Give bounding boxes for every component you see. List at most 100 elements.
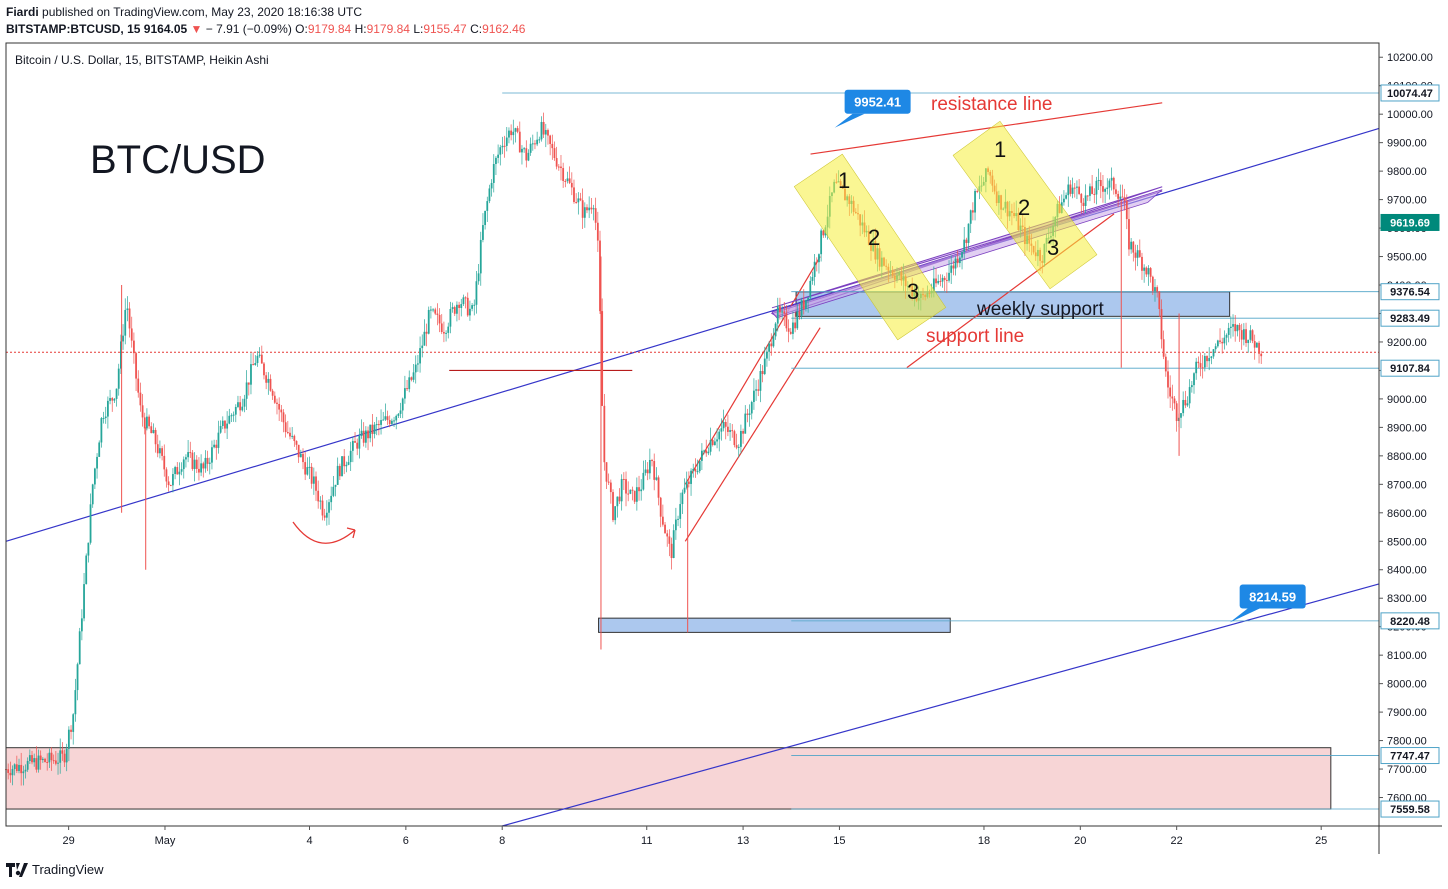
candle-body xyxy=(237,402,239,407)
candle-body xyxy=(67,729,70,749)
candle-body xyxy=(932,278,935,291)
candle-body xyxy=(72,714,75,732)
candle-body xyxy=(525,148,528,161)
labels-layer: Bitcoin / U.S. Dollar, 15, BITSTAMP, Hei… xyxy=(15,53,1440,818)
candle-body xyxy=(592,208,595,210)
price-label-text: 9619.69 xyxy=(1390,217,1430,229)
candle-body xyxy=(13,764,16,770)
publish-text: published on TradingView.com, May 23, 20… xyxy=(42,5,362,19)
candle-body xyxy=(1106,187,1109,189)
x-tick-label: 15 xyxy=(833,835,845,847)
rising-channel-upper xyxy=(684,256,821,485)
overlays-layer xyxy=(292,120,1098,544)
candle-body xyxy=(427,309,430,334)
candle-body xyxy=(482,225,484,240)
candle-body xyxy=(1162,339,1165,357)
candle-body xyxy=(714,441,716,445)
candle-body xyxy=(677,518,679,520)
candle-body xyxy=(596,222,599,241)
candle-body xyxy=(963,239,966,253)
candle-body xyxy=(497,154,500,158)
candle-body xyxy=(1143,267,1146,271)
candle-body xyxy=(254,363,257,365)
candle-body xyxy=(635,487,638,502)
candle-body xyxy=(518,131,521,153)
candle-body xyxy=(1208,358,1211,362)
candle-body xyxy=(152,429,155,434)
candle-body xyxy=(759,371,762,391)
candle-body xyxy=(215,444,218,448)
candle-body xyxy=(63,753,66,763)
candle-body xyxy=(516,128,519,132)
price-label-text: 7559.58 xyxy=(1390,804,1430,816)
candle-body xyxy=(48,752,51,763)
candle-body xyxy=(661,516,664,525)
candle-body xyxy=(529,143,532,153)
candle-body xyxy=(607,481,610,483)
candle-body xyxy=(586,207,588,211)
candle-body xyxy=(460,304,463,308)
candle-body xyxy=(1078,186,1081,194)
y-tick-label: 8800.00 xyxy=(1387,451,1427,463)
candle-body xyxy=(180,469,183,472)
weekly-support-label: weekly support xyxy=(976,299,1104,320)
candle-body xyxy=(1084,195,1087,206)
callout-pointer xyxy=(1229,608,1260,623)
candle-body xyxy=(731,430,734,432)
candle-body xyxy=(774,323,777,337)
candle-body xyxy=(1138,250,1141,257)
candle-body xyxy=(250,364,252,385)
candle-body xyxy=(952,265,955,269)
close-label: C: xyxy=(470,22,483,36)
candle-body xyxy=(319,500,322,502)
candle-body xyxy=(566,178,569,182)
candle-body xyxy=(349,450,352,463)
price-label-text: 9376.54 xyxy=(1390,287,1431,299)
candle-body xyxy=(1097,180,1100,182)
candle-body xyxy=(161,448,163,456)
candle-body xyxy=(792,322,794,334)
candle-body xyxy=(37,755,40,770)
candle-body xyxy=(1130,241,1133,250)
candle-body xyxy=(276,402,278,404)
candle-body xyxy=(737,446,740,448)
candle-body xyxy=(1132,241,1135,253)
candle-body xyxy=(1260,353,1263,357)
candle-body xyxy=(70,729,72,732)
y-tick-label: 8700.00 xyxy=(1387,479,1427,491)
candle-body xyxy=(620,478,623,502)
candle-body xyxy=(718,431,721,440)
candle-body xyxy=(1249,330,1252,340)
candle-body xyxy=(653,461,656,480)
y-tick-label: 9500.00 xyxy=(1387,252,1427,264)
candle-body xyxy=(141,405,144,418)
candle-body xyxy=(128,308,131,329)
y-tick-label: 9800.00 xyxy=(1387,166,1427,178)
candle-body xyxy=(315,476,317,491)
candle-body xyxy=(694,468,697,472)
candle-body xyxy=(80,618,83,632)
tradingview-footer[interactable]: TradingView xyxy=(6,862,104,877)
price-label-box xyxy=(1380,800,1440,818)
candle-body xyxy=(601,311,604,406)
author-name[interactable]: Fiardi xyxy=(6,5,39,19)
candle-body xyxy=(1134,252,1137,258)
candle-body xyxy=(302,453,304,463)
candle-body xyxy=(185,457,187,460)
candle-body xyxy=(484,210,487,226)
candle-body xyxy=(464,297,467,299)
candle-body xyxy=(740,430,742,447)
candle-body xyxy=(126,308,129,310)
candle-body xyxy=(1238,324,1241,331)
candle-body xyxy=(939,280,942,282)
candle-body xyxy=(289,432,291,437)
candle-body xyxy=(11,769,14,776)
candle-body xyxy=(317,490,320,502)
candle-body xyxy=(191,452,194,469)
tradingview-logo-icon xyxy=(6,862,28,877)
candle-body xyxy=(117,368,120,389)
candle-body xyxy=(388,420,391,424)
candle-body xyxy=(213,444,216,448)
candle-body xyxy=(1171,396,1174,399)
